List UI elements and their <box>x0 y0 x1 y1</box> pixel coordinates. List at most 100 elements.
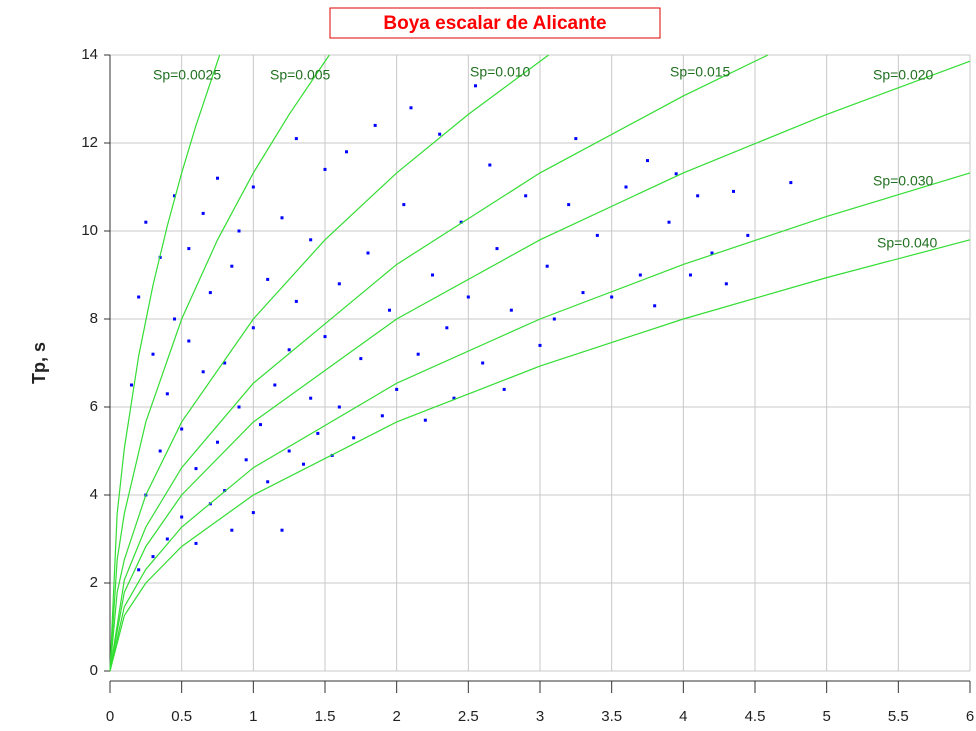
scatter-point <box>452 396 456 400</box>
title-box <box>329 7 661 39</box>
scatter-point <box>216 176 219 180</box>
scatter-point <box>345 150 348 154</box>
scatter-point <box>746 233 750 237</box>
scatter-point <box>287 348 291 352</box>
x-tick-label: 2 <box>392 708 400 725</box>
scatter-point <box>552 317 556 321</box>
scatter-point <box>653 304 657 308</box>
scatter-point <box>337 282 341 286</box>
scatter-point <box>130 383 133 387</box>
y-tick-label: 8 <box>90 310 98 327</box>
x-tick-label: 5 <box>822 708 830 725</box>
scatter-point <box>696 194 700 198</box>
scatter-point <box>165 537 169 541</box>
y-tick-label: 14 <box>81 46 98 63</box>
scatter-point <box>732 189 735 193</box>
scatter-point <box>466 295 470 299</box>
scatter-point <box>208 291 212 295</box>
scatter-point <box>423 418 427 422</box>
scatter-point <box>438 132 442 136</box>
scatter-point <box>223 361 227 365</box>
scatter-point <box>488 163 492 167</box>
scatter-point <box>638 273 642 277</box>
scatter-point <box>158 449 162 453</box>
x-tick-label: 5.5 <box>888 708 909 725</box>
scatter-point <box>509 308 513 312</box>
scatter-point <box>173 317 176 321</box>
scatter-point <box>144 220 148 224</box>
scatter-point <box>373 123 377 127</box>
scatter-point <box>545 264 549 268</box>
scatter-point <box>380 414 384 418</box>
scatter-point <box>180 515 184 519</box>
scatter-point <box>667 220 671 224</box>
y-tick-label: 6 <box>90 398 98 415</box>
scatter-point <box>280 528 284 532</box>
scatter-point <box>689 273 692 277</box>
steepness-curve <box>109 54 549 672</box>
scatter-point <box>251 511 255 515</box>
scatter-point <box>646 159 649 163</box>
scatter-point <box>194 541 198 545</box>
scatter-point <box>151 555 155 559</box>
scatter-point <box>273 383 277 387</box>
scatter-point <box>581 291 585 295</box>
curve-label: Sp=0.040 <box>877 235 938 251</box>
scatter-point <box>294 137 298 141</box>
scatter-point <box>538 343 542 347</box>
scatter-point <box>309 396 313 400</box>
scatter-point <box>323 167 327 171</box>
scatter-point <box>137 568 141 572</box>
scatter-point <box>395 387 399 391</box>
scatter-point <box>244 458 248 462</box>
scatter-point <box>237 229 241 233</box>
scatter-point <box>216 440 219 444</box>
x-tick-label: 1.5 <box>315 708 336 725</box>
scatter-point <box>674 172 678 176</box>
scatter-point <box>474 84 477 88</box>
scatter-point <box>151 352 155 356</box>
scatter-point <box>610 295 614 299</box>
scatter-point <box>230 528 234 532</box>
y-tick-label: 12 <box>81 134 98 151</box>
scatter-point <box>251 185 255 189</box>
scatter-point <box>567 203 571 207</box>
curve-label: Sp=0.020 <box>873 67 934 83</box>
scatter-point <box>165 392 169 396</box>
scatter-point <box>259 423 262 427</box>
scatter-point <box>595 233 599 237</box>
x-tick-label: 3 <box>536 708 544 725</box>
scatter-point <box>266 480 270 484</box>
scatter-point <box>459 220 463 224</box>
steepness-curve <box>109 239 971 672</box>
curve-label: Sp=0.030 <box>873 173 934 189</box>
scatter-point <box>194 467 198 471</box>
scatter-point <box>187 247 191 251</box>
curve-label: Sp=0.015 <box>670 64 731 80</box>
y-tick-label: 4 <box>90 486 98 503</box>
steepness-curve <box>109 54 330 672</box>
x-tick-label: 4 <box>679 708 687 725</box>
scatter-point <box>359 357 363 361</box>
scatter-point <box>724 282 728 286</box>
x-tick-label: 3.5 <box>601 708 622 725</box>
scatter-point <box>495 247 499 251</box>
x-tick-label: 1 <box>249 708 257 725</box>
scatter-point <box>201 211 205 215</box>
chart-title: Boya escalar de Alicante <box>383 13 606 34</box>
y-tick-label: 10 <box>81 222 98 239</box>
scatter-point <box>337 405 341 409</box>
scatter-point <box>710 251 714 255</box>
x-tick-label: 2.5 <box>458 708 479 725</box>
scatter-point <box>309 238 313 242</box>
scatter-point <box>302 462 305 466</box>
scatter-point <box>137 295 141 299</box>
scatter-point <box>251 326 255 330</box>
scatter-point <box>789 181 793 185</box>
scatter-point <box>481 361 485 365</box>
scatter-point <box>173 194 176 198</box>
scatter-point <box>431 273 434 277</box>
scatter-point <box>524 194 528 198</box>
scatter-point <box>416 352 420 356</box>
steepness-curve <box>109 60 971 672</box>
